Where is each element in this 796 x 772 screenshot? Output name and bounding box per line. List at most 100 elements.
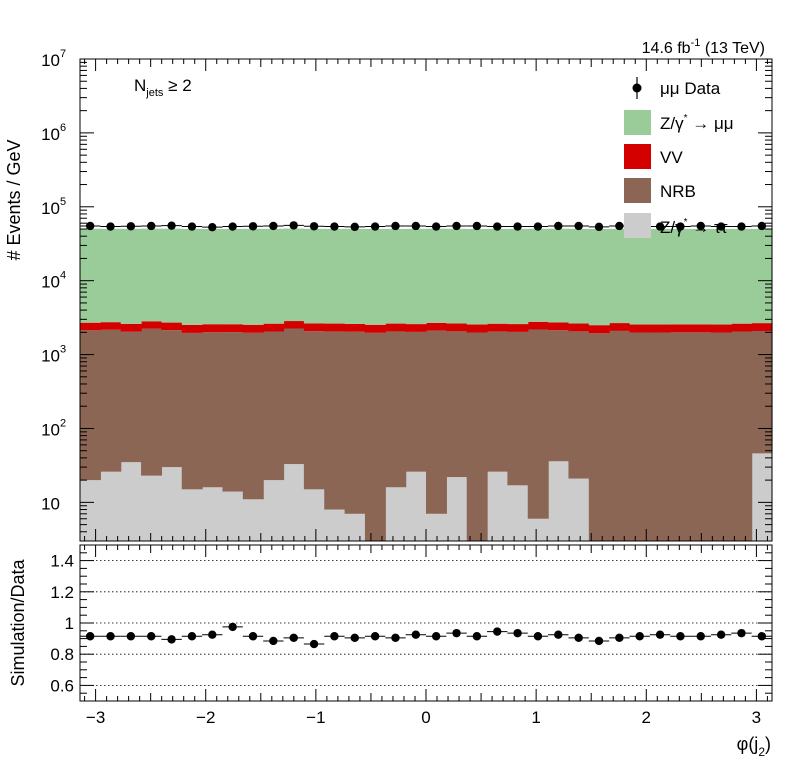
bar-zmumu-33 bbox=[751, 228, 773, 324]
bar-zmumu-29 bbox=[670, 228, 692, 325]
ratio-point-26 bbox=[615, 633, 624, 643]
ratio-point-31 bbox=[716, 630, 726, 639]
data-point-1 bbox=[106, 222, 115, 231]
legend-label-nrb: NRB bbox=[660, 182, 696, 201]
data-point-7 bbox=[228, 222, 237, 231]
bar-zmumu-27 bbox=[629, 229, 651, 325]
bar-zmumu-9 bbox=[263, 228, 285, 324]
data-point-17 bbox=[431, 222, 441, 231]
bar-vv-21 bbox=[507, 324, 529, 332]
bar-nrb-15 bbox=[385, 331, 407, 488]
bar-nrb-33 bbox=[751, 330, 773, 454]
bar-ztautau-11 bbox=[303, 489, 325, 541]
bar-nrb-24 bbox=[568, 331, 590, 479]
y-tick-label-0: 10 bbox=[41, 494, 60, 513]
legend-swatch-zmumu bbox=[624, 110, 651, 135]
bar-zmumu-0 bbox=[80, 228, 101, 323]
x-tick-label-2: −1 bbox=[306, 708, 325, 727]
bar-nrb-1 bbox=[100, 329, 122, 472]
bar-zmumu-15 bbox=[385, 228, 407, 324]
data-point-18 bbox=[452, 221, 461, 231]
ratio-point-24 bbox=[574, 633, 583, 643]
legend-entry-nrb: NRB bbox=[624, 178, 696, 203]
ratio-point-16 bbox=[411, 630, 421, 639]
data-point-2 bbox=[126, 222, 136, 231]
data-point-28 bbox=[655, 222, 665, 231]
ratio-y-tick-label-2: 1 bbox=[65, 614, 74, 633]
bar-ztautau-16 bbox=[405, 471, 427, 541]
bar-nrb-20 bbox=[487, 331, 509, 472]
ratio-gridlines bbox=[80, 560, 772, 686]
legend-swatch-vv bbox=[624, 144, 651, 169]
x-axis-title: φ(j2) bbox=[737, 734, 771, 759]
legend-label-zmumu: Z/γ* → μμ bbox=[660, 113, 734, 133]
legend-label-ztautau: Z/γ* → ττ bbox=[660, 217, 728, 237]
bar-zmumu-5 bbox=[181, 228, 203, 325]
bar-nrb-29 bbox=[670, 332, 692, 541]
bar-ztautau-23 bbox=[548, 461, 570, 541]
data-point-26 bbox=[615, 221, 624, 231]
bar-ztautau-17 bbox=[426, 513, 447, 541]
lumi-label: 14.6 fb-1 (13 TeV) bbox=[642, 37, 765, 57]
x-tick-label-6: 3 bbox=[752, 708, 761, 727]
ratio-point-9 bbox=[269, 636, 278, 646]
y-tick-exp-3: 4 bbox=[60, 270, 66, 282]
legend-data-marker bbox=[632, 83, 642, 93]
data-point-4 bbox=[167, 221, 176, 230]
main-x-ticks bbox=[84, 59, 768, 541]
bar-zmumu-25 bbox=[588, 228, 610, 326]
bar-nrb-27 bbox=[629, 332, 651, 541]
bar-zmumu-22 bbox=[527, 228, 549, 322]
data-point-6 bbox=[208, 222, 217, 232]
bar-vv-8 bbox=[242, 324, 264, 333]
stack-bars bbox=[80, 228, 773, 541]
bar-vv-2 bbox=[120, 323, 142, 332]
bar-vv-1 bbox=[100, 322, 122, 330]
bar-ztautau-13 bbox=[344, 513, 366, 541]
ratio-point-32 bbox=[737, 628, 746, 638]
ratio-point-23 bbox=[554, 630, 563, 639]
bar-vv-25 bbox=[588, 325, 610, 334]
bar-nrb-26 bbox=[609, 330, 631, 541]
ratio-point-17 bbox=[431, 632, 441, 641]
y-tick-exp-2: 3 bbox=[60, 344, 66, 356]
bar-nrb-30 bbox=[690, 332, 712, 541]
ratio-point-15 bbox=[391, 633, 400, 643]
bar-zmumu-26 bbox=[609, 228, 631, 324]
bar-zmumu-23 bbox=[548, 228, 570, 323]
x-tick-label-3: 0 bbox=[421, 708, 430, 727]
bar-nrb-16 bbox=[405, 331, 427, 472]
y-tick-label-4: 10 bbox=[41, 199, 60, 218]
bar-ztautau-4 bbox=[161, 467, 183, 541]
ratio-panel: −3 −2 −1 0 1 2 3 0.6 0.8 1 1.2 1.4 Simulation/Data… bbox=[8, 544, 773, 759]
bar-vv-28 bbox=[649, 324, 671, 333]
bar-vv-27 bbox=[629, 324, 651, 333]
bar-ztautau-9 bbox=[263, 480, 285, 541]
bar-nrb-4 bbox=[161, 330, 183, 468]
ratio-point-3 bbox=[147, 632, 156, 641]
bar-vv-10 bbox=[283, 321, 305, 329]
bar-nrb-0 bbox=[80, 330, 101, 481]
bar-ztautau-10 bbox=[283, 464, 305, 541]
legend-entry-vv: VV bbox=[624, 144, 683, 169]
bar-nrb-2 bbox=[120, 331, 142, 463]
bar-zmumu-32 bbox=[731, 228, 753, 324]
x-tick-label-1: −2 bbox=[196, 708, 215, 727]
bar-zmumu-6 bbox=[202, 228, 224, 325]
bar-nrb-23 bbox=[548, 330, 570, 462]
bar-ztautau-3 bbox=[141, 475, 163, 541]
data-point-5 bbox=[187, 222, 197, 231]
bar-zmumu-7 bbox=[222, 228, 244, 325]
data-point-19 bbox=[472, 221, 482, 231]
ratio-point-14 bbox=[370, 632, 380, 641]
ratio-point-18 bbox=[452, 628, 461, 638]
bar-vv-32 bbox=[731, 323, 753, 332]
bar-nrb-3 bbox=[141, 328, 163, 476]
data-point-0 bbox=[85, 221, 95, 231]
bar-vv-11 bbox=[303, 323, 325, 332]
ratio-point-20 bbox=[493, 627, 502, 636]
bar-vv-6 bbox=[202, 324, 224, 333]
data-point-16 bbox=[411, 221, 421, 231]
ratio-point-27 bbox=[635, 632, 644, 641]
legend-entry-ztautau: Z/γ* → ττ bbox=[624, 213, 728, 238]
